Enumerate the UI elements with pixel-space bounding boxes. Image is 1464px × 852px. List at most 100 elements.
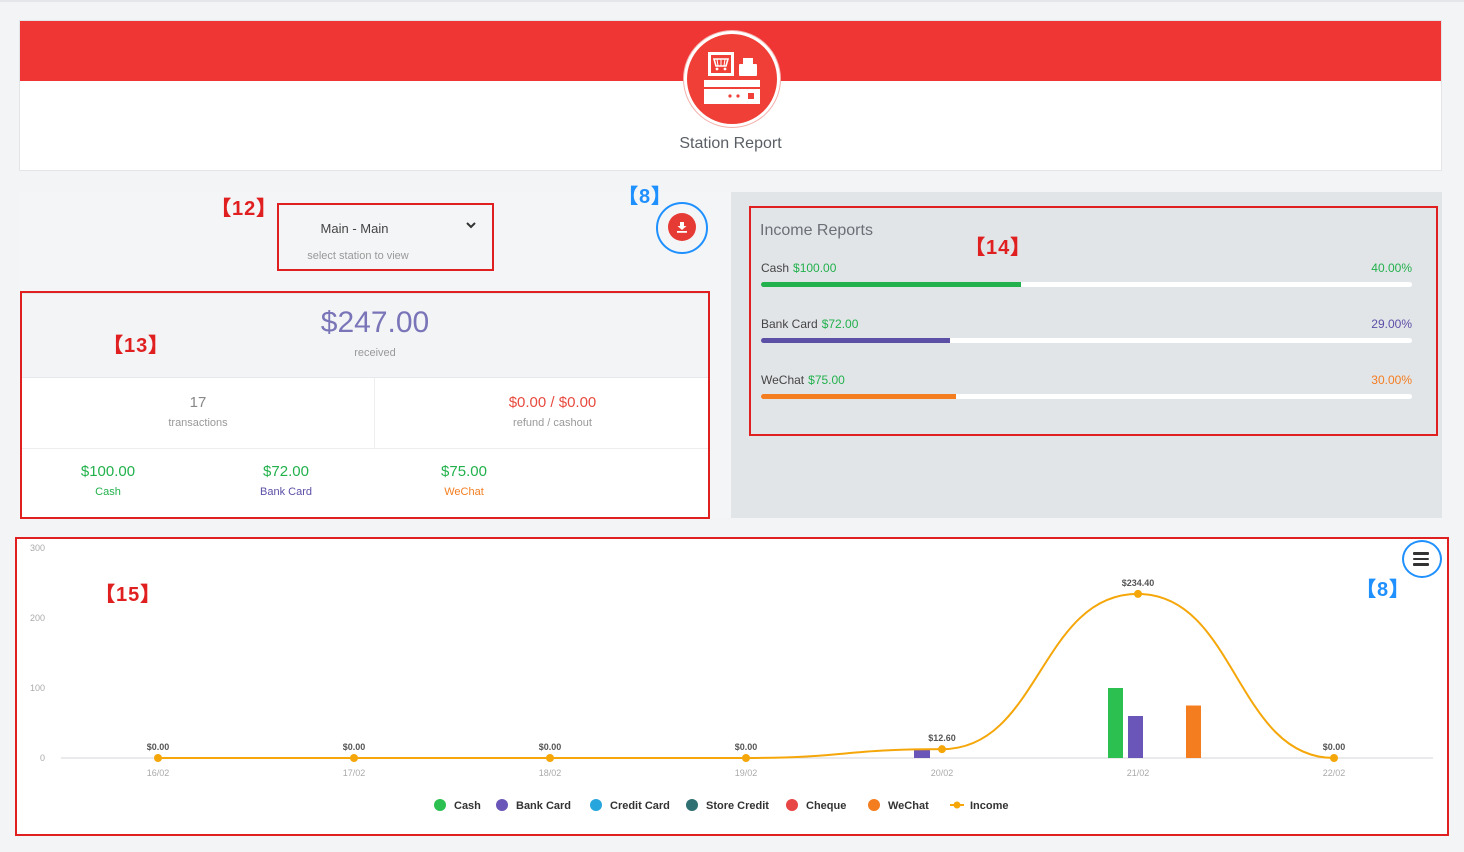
legend-store-credit-marker xyxy=(686,799,698,811)
bar-wechat xyxy=(1186,705,1201,758)
income-point xyxy=(1134,589,1142,598)
income-row-percent: 40.00% xyxy=(1371,261,1412,275)
progress-fill-wechat xyxy=(761,394,957,399)
method-cash: $100.00 Cash xyxy=(33,463,183,498)
income-row-amount: $72.00 xyxy=(821,317,859,331)
legend-cheque-marker xyxy=(786,799,798,811)
method-wechat: $75.00 WeChat xyxy=(389,463,539,498)
received-label: received xyxy=(354,347,396,359)
income-row-label: WeChat xyxy=(761,373,805,387)
legend-store-credit-label: Store Credit xyxy=(706,800,769,812)
station-select-value: Main - Main xyxy=(320,221,389,236)
method-wechat-label: WeChat xyxy=(444,486,484,498)
income-row-label: Bank Card xyxy=(761,317,818,331)
income-point-label: $0.00 xyxy=(343,742,366,752)
income-row-amount: $100.00 xyxy=(793,261,837,275)
x-tick-label: 21/02 xyxy=(1127,768,1150,778)
annotation-label-8-download: 【8】 xyxy=(618,186,673,208)
annotation-label-12: 【12】 xyxy=(211,198,278,220)
transactions-count: 17 xyxy=(189,394,207,411)
x-tick-label: 18/02 xyxy=(539,768,562,778)
station-select[interactable]: Main - Main select station to view xyxy=(297,217,477,262)
progress-fill-cash xyxy=(761,282,1022,287)
daily-income-chart: 0 100 200 300 16/02 17/02 18/02 19/02 20/02 21/02… xyxy=(30,543,1433,812)
x-tick-label: 16/02 xyxy=(147,768,170,778)
legend-income-label: Income xyxy=(970,800,1009,812)
income-row-name: WeChat $75.00 xyxy=(761,373,845,387)
progress-track xyxy=(761,394,1412,399)
legend-credit-card-label: Credit Card xyxy=(610,800,670,812)
method-wechat-amount: $75.00 xyxy=(441,463,487,480)
method-cash-amount: $100.00 xyxy=(80,463,136,480)
income-row-name: Cash $100.00 xyxy=(761,261,836,275)
bar-bank-card xyxy=(914,749,930,758)
received-area: $247.00 received xyxy=(22,294,708,378)
x-tick-label: 22/02 xyxy=(1323,768,1346,778)
progress-fill-bank-card xyxy=(761,338,950,343)
income-point-label: $0.00 xyxy=(1323,742,1346,752)
income-point xyxy=(742,754,750,762)
y-tick-label: 300 xyxy=(30,543,45,553)
income-row-percent: 30.00% xyxy=(1371,373,1412,387)
refund-cashout-stat: $0.00 / $0.00 refund / cashout xyxy=(374,378,731,449)
income-line xyxy=(158,592,1335,759)
received-amount: $247.00 xyxy=(320,306,430,339)
y-tick-label: 100 xyxy=(30,683,45,693)
income-point-label: $0.00 xyxy=(735,742,758,752)
legend-bank-card-label: Bank Card xyxy=(516,800,571,812)
refund-cashout-value: $0.00 / $0.00 xyxy=(508,394,597,411)
annotation-label-13: 【13】 xyxy=(103,335,170,357)
annotation-circle-menu xyxy=(1402,540,1442,578)
income-row-wechat: WeChat $75.00 30.00% xyxy=(761,373,1412,413)
x-tick-label: 20/02 xyxy=(931,768,954,778)
legend-income-marker xyxy=(953,801,961,809)
income-point xyxy=(1330,754,1338,762)
annotation-label-8-menu: 【8】 xyxy=(1356,579,1411,601)
progress-track xyxy=(761,338,1412,343)
daily-chart-card: 0 100 200 300 16/02 17/02 18/02 19/02 20/02 21/02… xyxy=(17,538,1447,836)
stat-divider xyxy=(374,378,375,449)
x-tick-label: 17/02 xyxy=(343,768,366,778)
income-row-cash: Cash $100.00 40.00% xyxy=(761,261,1412,301)
legend-cash-label: Cash xyxy=(454,800,481,812)
income-reports-title: Income Reports xyxy=(760,222,873,239)
page-title: Station Report xyxy=(679,135,782,152)
annotation-label-15: 【15】 xyxy=(95,584,162,606)
bar-bank-card xyxy=(1128,716,1143,758)
legend-cheque-label: Cheque xyxy=(806,800,846,812)
refund-cashout-label: refund / cashout xyxy=(513,417,592,429)
y-tick-label: 0 xyxy=(40,753,45,763)
method-bank-card: $72.00 Bank Card xyxy=(211,463,361,498)
payment-methods-row: $100.00 Cash $72.00 Bank Card $75.00 WeC… xyxy=(22,449,708,519)
cash-register-icon xyxy=(684,31,780,127)
transactions-stat: 17 transactions xyxy=(22,378,374,449)
income-row-amount: $75.00 xyxy=(808,373,845,387)
legend-wechat-marker xyxy=(868,799,880,811)
annotation-circle-download xyxy=(656,202,708,254)
top-divider xyxy=(0,0,1464,2)
legend-bank-card-marker xyxy=(496,799,508,811)
income-point-label: $12.60 xyxy=(928,733,956,743)
bar-cash xyxy=(1108,688,1123,758)
x-tick-label: 19/02 xyxy=(735,768,758,778)
income-point-label: $0.00 xyxy=(539,742,562,752)
legend-cash-marker xyxy=(434,799,446,811)
income-point xyxy=(350,754,358,762)
transactions-label: transactions xyxy=(168,417,228,429)
report-header-card: Station Report xyxy=(19,20,1442,171)
annotation-label-14: 【14】 xyxy=(965,237,1032,259)
income-row-name: Bank Card $72.00 xyxy=(761,317,858,331)
summary-box: $247.00 received 17 transactions $0.00 /… xyxy=(22,293,708,518)
method-bank-card-label: Bank Card xyxy=(260,486,312,498)
income-point-label: $234.40 xyxy=(1122,578,1155,588)
y-tick-label: 200 xyxy=(30,613,45,623)
legend-credit-card-marker xyxy=(590,799,602,811)
progress-track xyxy=(761,282,1412,287)
income-point-label: $0.00 xyxy=(147,742,170,752)
station-select-hint: select station to view xyxy=(307,250,409,262)
chevron-down-icon xyxy=(465,219,477,234)
income-row-bank-card: Bank Card $72.00 29.00% xyxy=(761,317,1412,357)
income-point xyxy=(154,754,162,762)
stats-row: 17 transactions $0.00 / $0.00 refund / c… xyxy=(22,378,708,449)
income-reports-panel xyxy=(731,192,1442,518)
